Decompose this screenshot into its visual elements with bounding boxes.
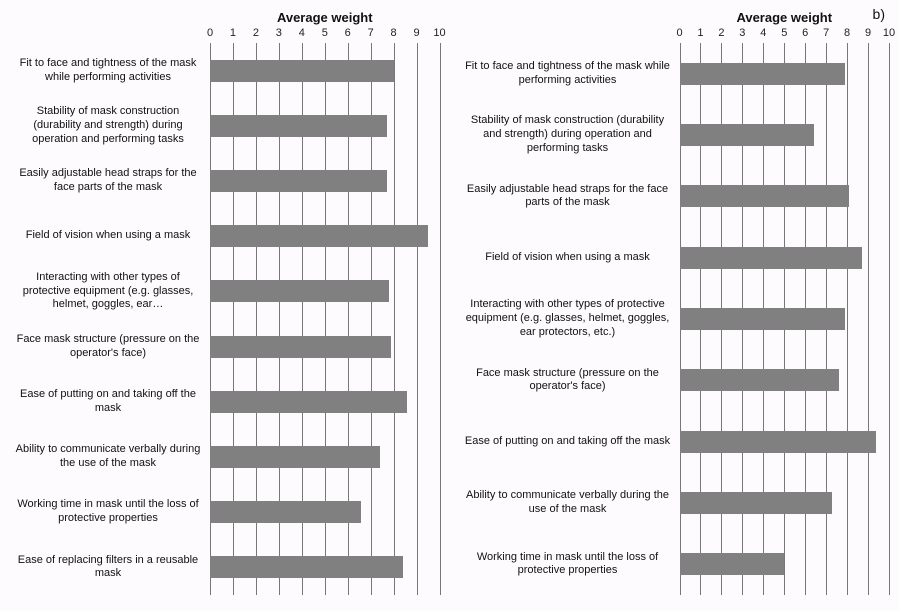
tick-label: 2 — [253, 27, 259, 39]
tick-label: 7 — [823, 27, 829, 39]
bar-row: Interacting with other types of protecti… — [10, 264, 440, 319]
tick-label: 5 — [781, 27, 787, 39]
category-label: Ease of putting on and taking off the ma… — [460, 433, 680, 451]
bar-row: Easily adjustable head straps for the fa… — [10, 153, 440, 208]
tick-label: 8 — [391, 27, 397, 39]
tick-label: 5 — [322, 27, 328, 39]
bar-row: Ease of replacing filters in a reusable … — [10, 540, 440, 595]
tick-label: 4 — [299, 27, 305, 39]
bar — [210, 115, 387, 137]
bar-rows: Fit to face and tightness of the mask wh… — [10, 43, 440, 595]
category-label: Fit to face and tightness of the mask wh… — [10, 55, 210, 87]
category-label: Fit to face and tightness of the mask wh… — [460, 58, 680, 90]
bar-row: Field of vision when using a mask — [460, 227, 890, 288]
bar — [680, 185, 850, 207]
bar — [680, 431, 877, 453]
bar-row: Stability of mask construction (durabili… — [10, 98, 440, 153]
bar-row: Field of vision when using a mask — [10, 209, 440, 264]
tick-label: 3 — [739, 27, 745, 39]
category-label: Ability to communicate verbally during t… — [460, 487, 680, 519]
x-axis: 012345678910 — [460, 27, 890, 43]
bar-row: Face mask structure (pressure on the ope… — [460, 350, 890, 411]
bar — [680, 247, 862, 269]
tick-label: 0 — [207, 27, 213, 39]
chart-title: Average weight — [210, 10, 440, 25]
bar-row: Working time in mask until the loss of p… — [10, 485, 440, 540]
bar-rows: Fit to face and tightness of the mask wh… — [460, 43, 890, 595]
bar — [680, 492, 833, 514]
bar-row: Ability to communicate verbally during t… — [460, 472, 890, 533]
category-label: Field of vision when using a mask — [460, 249, 680, 267]
bar — [210, 391, 407, 413]
bar-row: Stability of mask construction (durabili… — [460, 104, 890, 165]
bar — [210, 501, 361, 523]
bar-row: Easily adjustable head straps for the fa… — [460, 166, 890, 227]
bar — [210, 60, 394, 82]
bar — [210, 225, 428, 247]
bar — [680, 308, 846, 330]
chart-panel-a: Average weight012345678910Fit to face an… — [10, 10, 440, 595]
bar-row: Ability to communicate verbally during t… — [10, 429, 440, 484]
bar-row: Fit to face and tightness of the mask wh… — [460, 43, 890, 104]
tick-label: 0 — [676, 27, 682, 39]
category-label: Field of vision when using a mask — [10, 227, 210, 245]
bar-row: Ease of putting on and taking off the ma… — [460, 411, 890, 472]
tick-label: 1 — [697, 27, 703, 39]
tick-label: 6 — [802, 27, 808, 39]
bar — [680, 369, 839, 391]
bar — [680, 553, 785, 575]
category-label: Ease of replacing filters in a reusable … — [10, 552, 210, 584]
tick-label: 7 — [368, 27, 374, 39]
category-label: Stability of mask construction (durabili… — [460, 112, 680, 157]
chart-panel-b: b)Average weight012345678910Fit to face … — [460, 10, 890, 595]
chart-title: Average weight — [680, 10, 890, 25]
category-label: Ability to communicate verbally during t… — [10, 441, 210, 473]
tick-label: 8 — [844, 27, 850, 39]
category-label: Interacting with other types of protecti… — [460, 296, 680, 341]
category-label: Face mask structure (pressure on the ope… — [460, 365, 680, 397]
tick-label: 1 — [230, 27, 236, 39]
bar — [210, 280, 389, 302]
category-label: Working time in mask until the loss of p… — [460, 549, 680, 581]
category-label: Working time in mask until the loss of p… — [10, 496, 210, 528]
bar-row: Ease of putting on and taking off the ma… — [10, 374, 440, 429]
tick-label: 6 — [345, 27, 351, 39]
category-label: Easily adjustable head straps for the fa… — [10, 165, 210, 197]
tick-label: 2 — [718, 27, 724, 39]
category-label: Face mask structure (pressure on the ope… — [10, 331, 210, 363]
bar — [680, 124, 814, 146]
bar-row: Fit to face and tightness of the mask wh… — [10, 43, 440, 98]
category-label: Ease of putting on and taking off the ma… — [10, 386, 210, 418]
panel-label: b) — [873, 6, 885, 22]
tick-label: 9 — [865, 27, 871, 39]
bar-row: Interacting with other types of protecti… — [460, 288, 890, 349]
tick-label: 10 — [883, 27, 895, 39]
tick-label: 3 — [276, 27, 282, 39]
tick-label: 9 — [413, 27, 419, 39]
category-label: Stability of mask construction (durabili… — [10, 103, 210, 148]
bar-row: Face mask structure (pressure on the ope… — [10, 319, 440, 374]
category-label: Interacting with other types of protecti… — [10, 269, 210, 314]
tick-label: 4 — [760, 27, 766, 39]
bar — [210, 336, 391, 358]
bar-row: Working time in mask until the loss of p… — [460, 534, 890, 595]
bar — [210, 170, 387, 192]
category-label: Easily adjustable head straps for the fa… — [460, 181, 680, 213]
x-axis: 012345678910 — [10, 27, 440, 43]
bar — [210, 556, 403, 578]
tick-label: 10 — [433, 27, 445, 39]
bar — [210, 446, 380, 468]
bar — [680, 63, 846, 85]
